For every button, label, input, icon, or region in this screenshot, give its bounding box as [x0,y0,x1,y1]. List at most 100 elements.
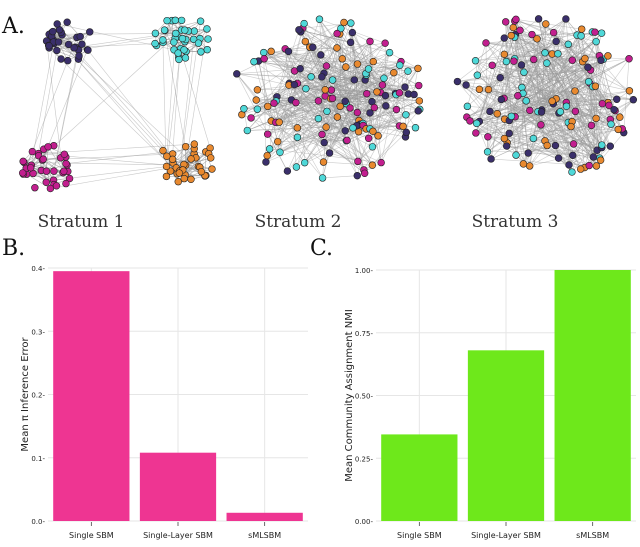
network-node [402,111,410,119]
network-node [60,150,69,158]
network-node [519,160,528,168]
network-edge [533,59,554,104]
network-node [507,31,515,40]
network-node [292,98,300,107]
network-node [484,85,493,94]
network-node [562,102,571,110]
network-edge [320,54,419,112]
network-node [314,114,323,123]
network-node [380,74,388,82]
network-edge [243,108,358,113]
network-node [274,137,282,146]
network-edge [380,93,396,163]
network-edge [396,65,401,110]
network-edge [247,125,357,131]
network-edge [185,157,211,166]
network-edge [380,125,400,163]
network-node [401,83,409,91]
network-node [283,167,292,175]
network-node [319,158,328,166]
network-node [522,97,530,105]
network-node [534,15,543,23]
network-node [354,157,362,166]
network-node [500,50,508,59]
network-node [275,118,283,126]
network-edge [475,86,593,134]
network-node [353,108,362,117]
network-node [598,141,606,149]
panel-c-label: C. [310,236,334,261]
network-node [592,37,600,46]
network-node [399,122,407,131]
bar [381,434,458,521]
network-node [363,89,371,98]
network-node [172,29,180,38]
network-edge [551,18,567,55]
network-node [369,57,378,66]
network-node [569,140,578,148]
network-edge [466,93,524,118]
bar [53,271,130,521]
bar [554,270,631,521]
network-node [53,20,61,28]
network-node [194,39,203,47]
network-node [170,38,178,46]
network-node [50,167,58,175]
network-edge [52,31,178,174]
y-axis-label: Mean Community Assignment NMI [344,309,355,482]
network-node [328,94,337,103]
network-node [84,46,92,54]
network-edge [477,74,542,126]
network-edge [529,140,546,167]
network-node [353,60,362,68]
network-node [509,23,517,32]
network-edge [26,173,51,189]
network-edge [329,93,368,154]
network-node [76,32,84,41]
network-edge [346,114,406,141]
network-edge [56,31,90,51]
network-node [175,169,183,177]
network-node [610,105,618,114]
network-node [263,130,272,138]
network-node [377,158,385,167]
network-node [411,124,420,132]
network-edge [487,149,598,153]
network-node [472,129,480,137]
bar [467,350,545,521]
network-node [589,153,598,161]
network-node [267,47,275,56]
network-edge [475,110,616,134]
network-edge [522,41,597,94]
network-node [613,95,621,103]
network-node [562,15,570,23]
network-node [243,126,252,135]
network-node [533,35,541,43]
network-edge [357,68,419,162]
network-node [178,34,187,43]
network-node [19,157,27,166]
network-node [341,97,349,105]
network-edge [279,83,298,153]
network-node [159,36,167,44]
network-edge [521,31,596,88]
network-edge [273,102,364,126]
network-node [160,26,169,34]
network-edge [515,111,576,118]
network-node [350,76,359,84]
network-edge [269,109,397,150]
network-edge [475,128,623,134]
network-node [196,17,205,25]
network-node [591,28,599,36]
network-edge [288,51,378,93]
network-node [197,167,206,176]
network-edge [565,18,602,61]
network-edge [600,60,616,111]
network-edge [329,152,358,162]
network-node [340,18,348,27]
y-axis-label: Mean π Inference Error [20,337,31,452]
network-node [187,155,195,163]
network-node [592,162,601,170]
network-node [343,136,351,145]
